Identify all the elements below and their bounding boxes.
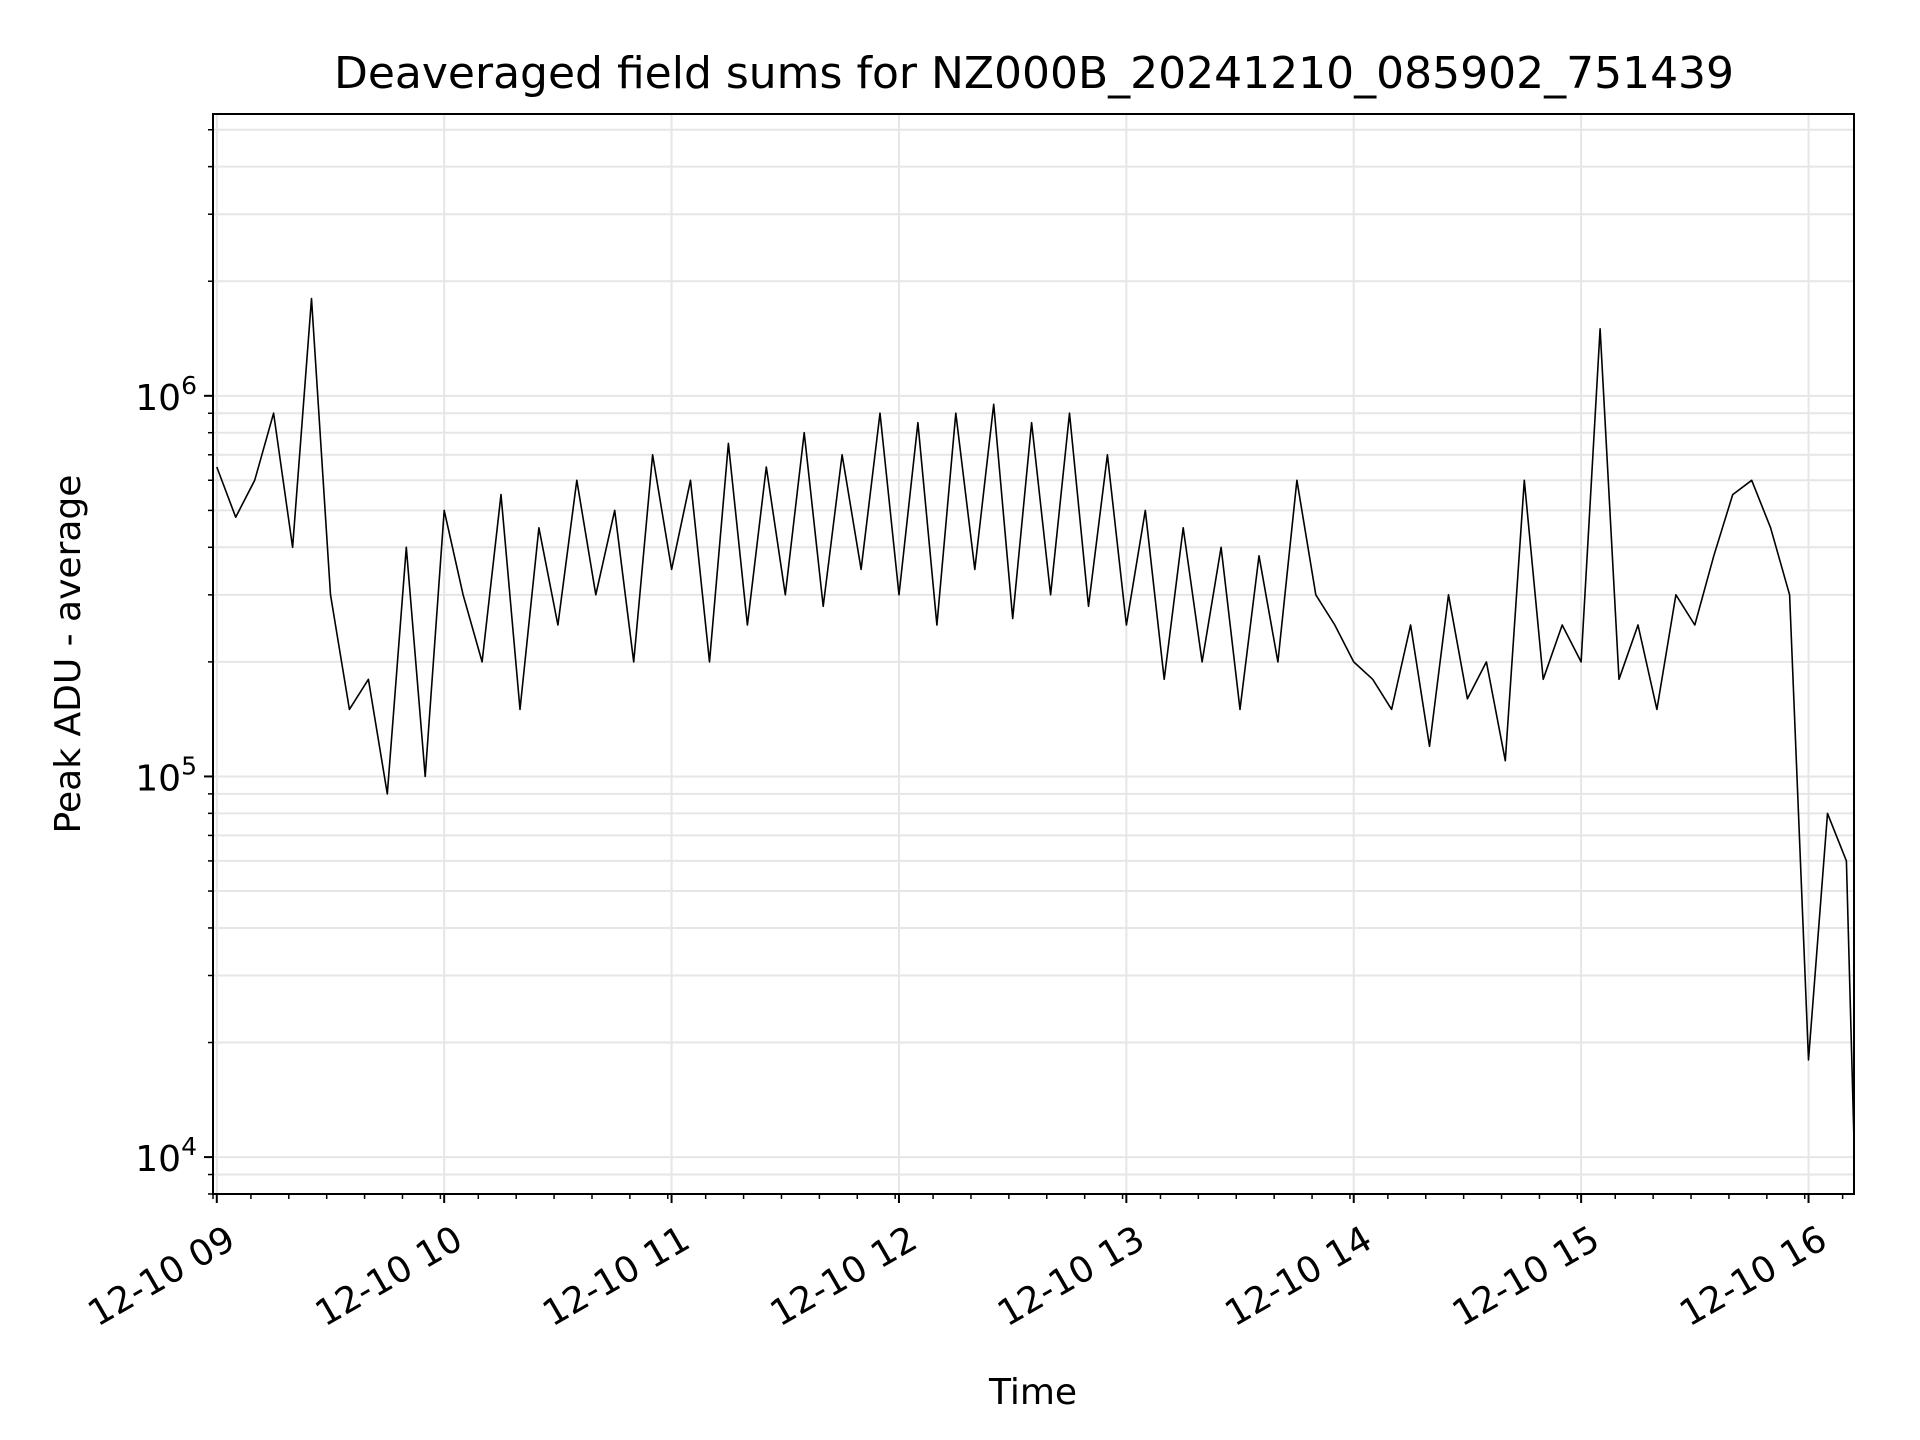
chart-title: Deaveraged field sums for NZ000B_2024121…: [334, 48, 1734, 99]
grid: [213, 114, 1854, 1195]
y-axis: 104 105 106: [135, 129, 213, 1195]
x-tick-label: 12-10 13: [991, 1218, 1152, 1334]
series-line: [216, 297, 1855, 1142]
x-axis: 12-10 09 12-10 10 12-10 11 12-10 12 12-10 13…: [81, 1194, 1844, 1335]
y-tick-label: 105: [135, 751, 197, 799]
x-tick-label: 12-10 10: [309, 1218, 470, 1334]
x-tick-label: 12-10 14: [1218, 1218, 1379, 1334]
series-layer: [216, 297, 1855, 1142]
x-tick-label: 12-10 12: [764, 1218, 925, 1334]
y-tick-label: 106: [135, 371, 197, 419]
x-axis-label: Time: [988, 1372, 1077, 1413]
x-tick-label: 12-10 11: [536, 1218, 697, 1334]
plot-frame: [212, 113, 1855, 1195]
y-axis-label: Peak ADU - average: [48, 475, 89, 834]
x-tick-label: 12-10 09: [81, 1218, 242, 1334]
x-tick-label: 12-10 15: [1446, 1218, 1607, 1334]
x-tick-label: 12-10 16: [1673, 1218, 1834, 1334]
y-tick-label: 104: [135, 1132, 197, 1180]
